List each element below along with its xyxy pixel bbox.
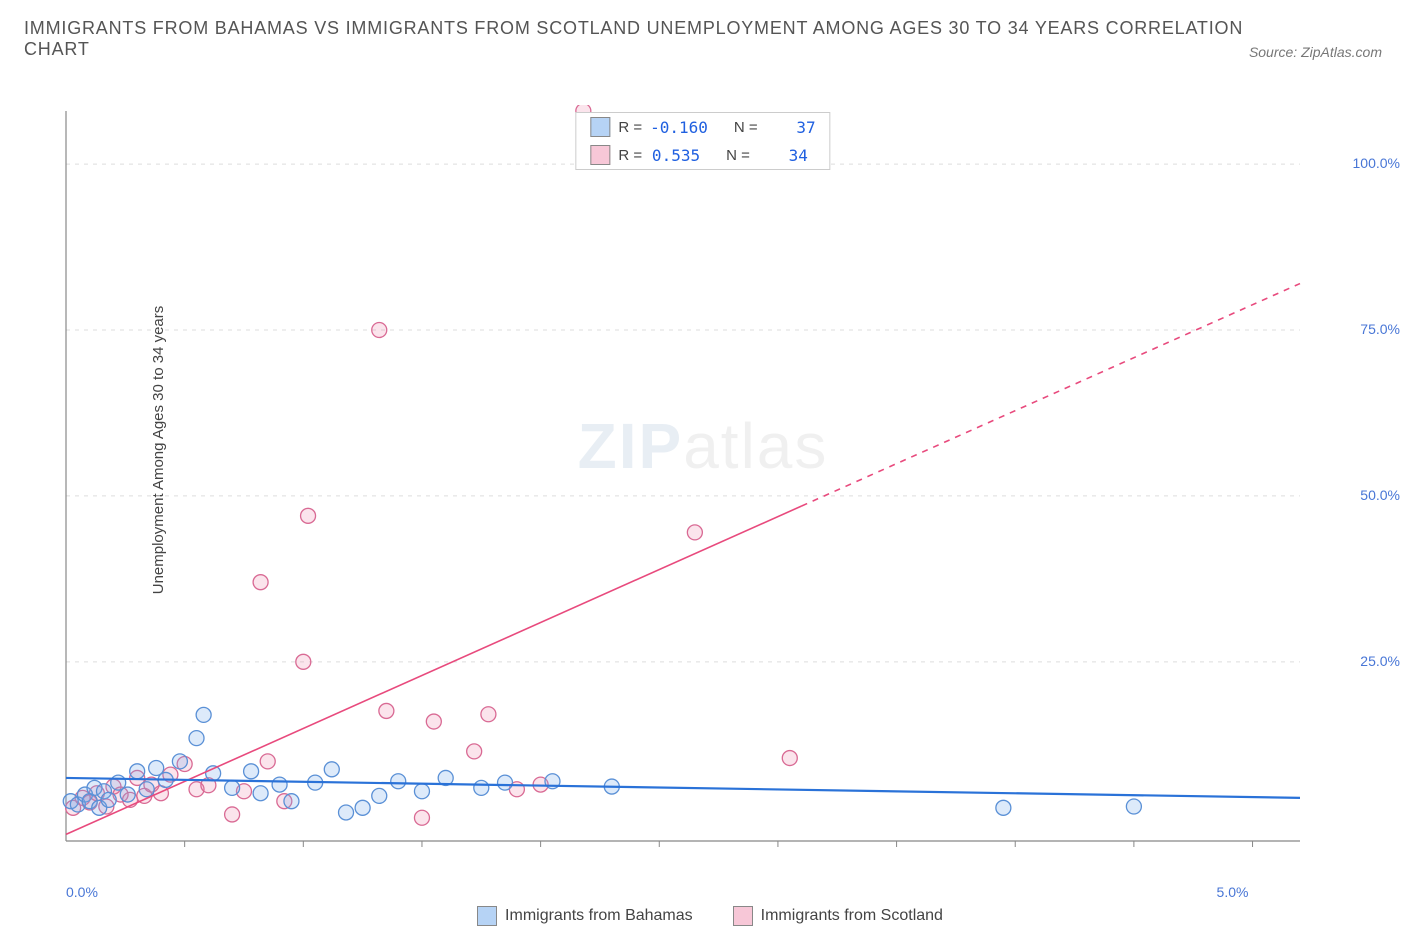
- stat-row-scotland: R = 0.535 N = 34: [576, 141, 829, 169]
- y-tick-label: 100.0%: [1353, 155, 1400, 171]
- legend-label: Immigrants from Scotland: [761, 907, 943, 925]
- watermark-atlas: atlas: [683, 410, 828, 482]
- legend-label: Immigrants from Bahamas: [505, 907, 693, 925]
- n-label: N =: [734, 119, 758, 136]
- watermark-zip: ZIP: [578, 410, 684, 482]
- swatch-icon: [590, 117, 610, 137]
- r-label: R =: [618, 119, 642, 136]
- r-value: -0.160: [650, 118, 708, 137]
- scatter-plot: [60, 105, 1360, 875]
- y-tick-label: 50.0%: [1360, 487, 1400, 503]
- r-label: R =: [618, 147, 642, 164]
- r-value: 0.535: [650, 146, 700, 165]
- stat-row-bahamas: R = -0.160 N = 37: [576, 113, 829, 141]
- series-legend: Immigrants from Bahamas Immigrants from …: [60, 902, 1360, 930]
- correlation-stats-legend: R = -0.160 N = 37 R = 0.535 N = 34: [575, 112, 830, 170]
- y-tick-label: 25.0%: [1360, 653, 1400, 669]
- watermark: ZIPatlas: [578, 409, 829, 483]
- source-attribution: Source: ZipAtlas.com: [0, 44, 1406, 64]
- x-tick-label: 5.0%: [1217, 884, 1249, 900]
- legend-item-scotland: Immigrants from Scotland: [733, 906, 943, 926]
- y-tick-label: 75.0%: [1360, 321, 1400, 337]
- swatch-icon: [733, 906, 753, 926]
- n-value: 37: [766, 118, 816, 137]
- n-label: N =: [726, 147, 750, 164]
- legend-item-bahamas: Immigrants from Bahamas: [477, 906, 693, 926]
- swatch-icon: [590, 145, 610, 165]
- x-tick-label: 0.0%: [66, 884, 98, 900]
- chart-title-line1: IMMIGRANTS FROM BAHAMAS VS IMMIGRANTS FR…: [24, 18, 1382, 39]
- n-value: 34: [758, 146, 808, 165]
- swatch-icon: [477, 906, 497, 926]
